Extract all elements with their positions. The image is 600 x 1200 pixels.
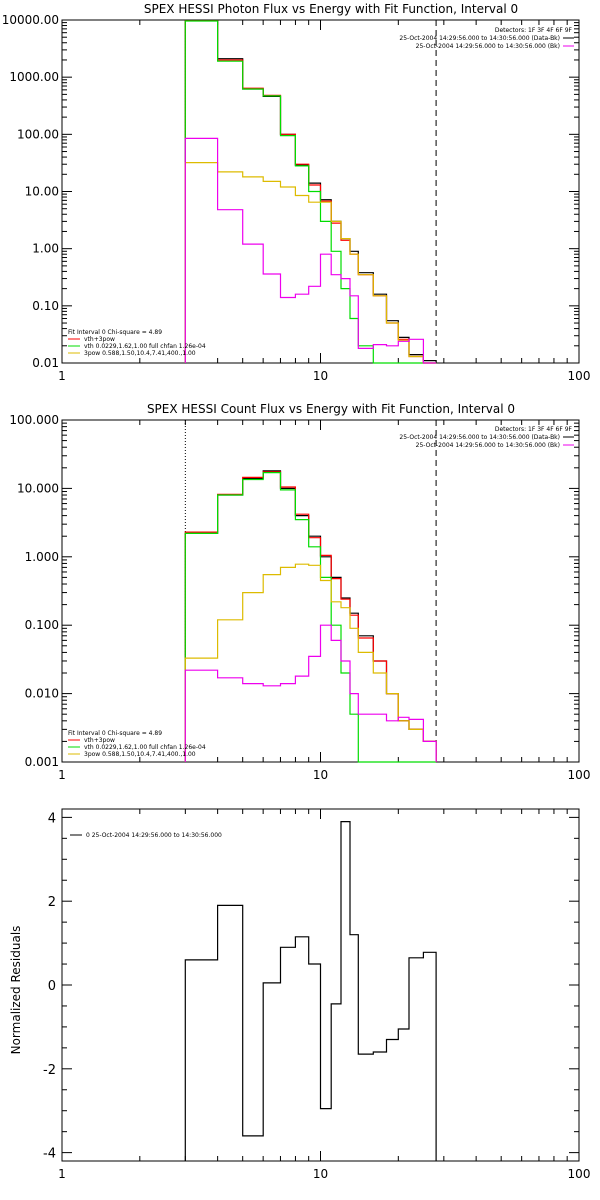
count-flux-legend-label-2: vth 0.0229,1.62,1.00 full chfan 1.26e-04 [84, 744, 206, 751]
y-tick-label: 4 [48, 811, 56, 826]
x-tick-label: 1 [58, 768, 66, 782]
y-tick-label: 10.00 [25, 185, 59, 199]
y-tick-label: 10.000 [17, 481, 59, 495]
x-tick-label: 10 [313, 369, 328, 383]
series-2-step-line [184, 20, 437, 364]
y-tick-label: 0.100 [25, 618, 59, 632]
photon-flux-header-line-2: 25-Oct-2004 14:29:56.000 to 14:30:56.000… [399, 35, 560, 42]
x-tick-label: 1 [58, 369, 66, 383]
count-flux-header-line-3: 25-Oct-2004 14:29:56.000 to 14:30:56.000… [416, 442, 560, 449]
y-tick-label: 0 [48, 979, 56, 994]
series-2-step-line [184, 472, 437, 763]
count-flux-plot-frame [61, 419, 580, 763]
series-3-step-line [184, 162, 437, 364]
count-flux-fit-info: Fit Interval 0 Chi-square = 4.89 [68, 730, 162, 737]
count-flux-panel: SPEX HESSI Count Flux vs Energy with Fit… [9, 402, 590, 782]
y-tick-label: 0.001 [25, 755, 59, 769]
photon-flux-panel: SPEX HESSI Photon Flux vs Energy with Fi… [2, 2, 591, 383]
y-tick-label: 1000.00 [9, 70, 59, 84]
y-tick-label: 10000.00 [2, 13, 59, 27]
y-tick-label: 100.000 [9, 413, 59, 427]
y-tick-label: 0.10 [32, 299, 59, 313]
count-flux-legend-label-3: 3pow 0.588,1.50,10.4,7.41,400.,1.00 [84, 751, 196, 758]
photon-flux-legend-label-3: 3pow 0.588,1.50,10.4,7.41,400.,1.00 [84, 350, 196, 357]
photon-flux-header-line-1: Detectors: 1F 3F 4F 6F 9F [495, 27, 573, 34]
photon-flux-header-line-3: 25-Oct-2004 14:29:56.000 to 14:30:56.000… [416, 43, 560, 50]
series-0-step-line [184, 821, 437, 1161]
y-tick-label: -4 [43, 1147, 56, 1162]
count-flux-title: SPEX HESSI Count Flux vs Energy with Fit… [147, 402, 515, 416]
x-tick-label: 10 [313, 1167, 328, 1181]
residuals-legend-label: 0 25-Oct-2004 14:29:56.000 to 14:30:56.0… [86, 832, 222, 839]
y-tick-label: -2 [43, 1063, 56, 1078]
count-flux-header-line-1: Detectors: 1F 3F 4F 6F 9F [495, 426, 573, 433]
residuals-panel: 1 10 100 4 2 0 -2 -4 Normalized Residuals 0 25-… [9, 808, 591, 1181]
series-4-step-line [184, 137, 437, 364]
x-tick-label: 1 [58, 1167, 66, 1181]
count-flux-legend-label-1: vth+3pow [84, 737, 115, 744]
photon-flux-legend-label-2: vth 0.0229,1.62,1.00 full chfan 1.26e-04 [84, 343, 206, 350]
x-tick-label: 10 [313, 768, 328, 782]
residuals-ylabel: Normalized Residuals [9, 926, 23, 1055]
x-tick-label: 100 [568, 768, 591, 782]
photon-flux-legend-label-1: vth+3pow [84, 336, 115, 343]
x-tick-label: 100 [568, 1167, 591, 1181]
photon-flux-title: SPEX HESSI Photon Flux vs Energy with Fi… [144, 2, 518, 16]
y-tick-label: 100.00 [17, 127, 59, 141]
y-tick-label: 0.01 [32, 356, 59, 370]
series-4-step-line [184, 624, 437, 762]
y-tick-label: 0.010 [25, 687, 59, 701]
count-flux-header-line-2: 25-Oct-2004 14:29:56.000 to 14:30:56.000… [399, 434, 560, 441]
y-tick-label: 2 [48, 895, 56, 910]
y-tick-label: 1.000 [25, 550, 59, 564]
x-tick-label: 100 [568, 369, 591, 383]
series-3-step-line [184, 563, 437, 762]
y-tick-label: 1.00 [32, 242, 59, 256]
photon-flux-fit-info: Fit Interval 0 Chi-square = 4.89 [68, 329, 162, 336]
